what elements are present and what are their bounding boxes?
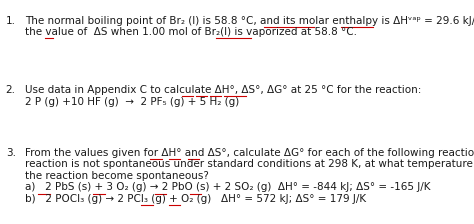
Text: the value of  ΔS when 1.00 mol of Br₂(l) is vaporized at 58.8 °C.: the value of ΔS when 1.00 mol of Br₂(l) … [25, 27, 356, 37]
Text: the reaction become spontaneous?: the reaction become spontaneous? [25, 171, 209, 181]
Text: reaction is not spontaneous under standard conditions at 298 K, at what temperat: reaction is not spontaneous under standa… [25, 159, 474, 169]
Text: b)   2 POCl₃ (g) → 2 PCl₃ (g) + O₂ (g)   ΔH° = 572 kJ; ΔS° = 179 J/K: b) 2 POCl₃ (g) → 2 PCl₃ (g) + O₂ (g) ΔH°… [25, 194, 366, 204]
Text: From the values given for ΔH° and ΔS°, calculate ΔG° for each of the following r: From the values given for ΔH° and ΔS°, c… [25, 148, 474, 158]
Text: 2 P (g) +10 HF (g)  →  2 PF₅ (g) + 5 H₂ (g): 2 P (g) +10 HF (g) → 2 PF₅ (g) + 5 H₂ (g… [25, 97, 239, 107]
Text: 1.: 1. [6, 16, 16, 26]
Text: Use data in Appendix C to calculate ΔH°, ΔS°, ΔG° at 25 °C for the reaction:: Use data in Appendix C to calculate ΔH°,… [25, 85, 421, 95]
Text: 3.: 3. [6, 148, 16, 158]
Text: 2.: 2. [6, 85, 16, 95]
Text: The normal boiling point of Br₂ (l) is 58.8 °C, and its molar enthalpy is ΔHᵛᵃᵖ : The normal boiling point of Br₂ (l) is 5… [25, 16, 474, 26]
Text: a)   2 PbS (s) + 3 O₂ (g) → 2 PbO (s) + 2 SO₂ (g)  ΔH° = -844 kJ; ΔS° = -165 J/K: a) 2 PbS (s) + 3 O₂ (g) → 2 PbO (s) + 2 … [25, 182, 430, 192]
